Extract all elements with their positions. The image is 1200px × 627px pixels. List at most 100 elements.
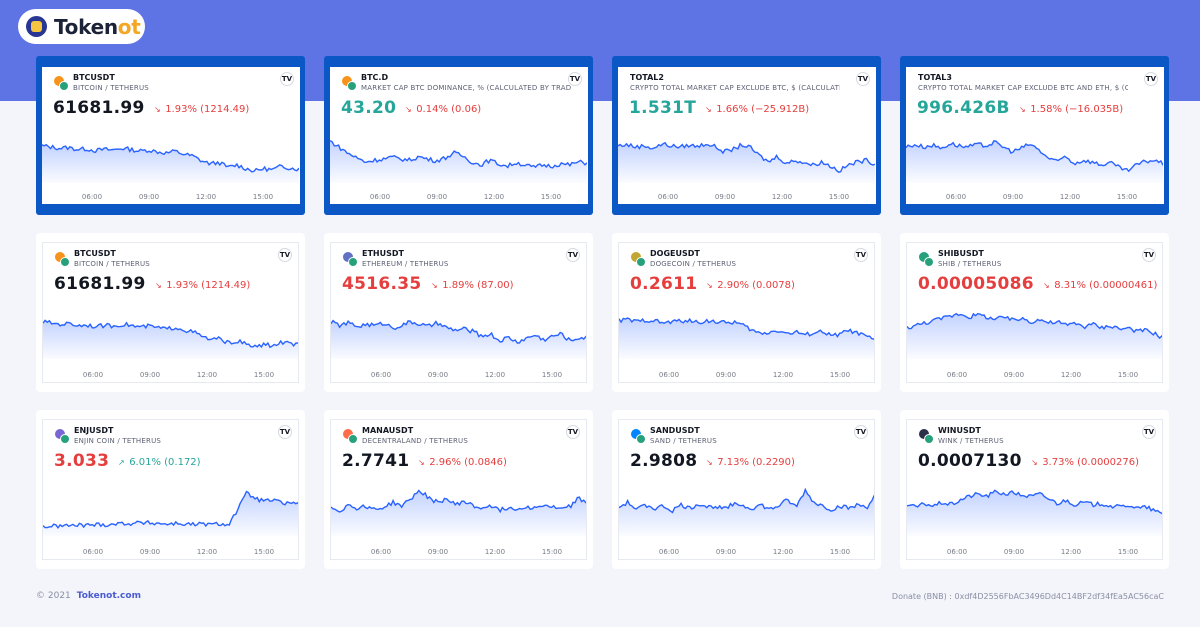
price-chart[interactable] (618, 123, 875, 195)
x-axis-tick: 15:00 (252, 193, 274, 201)
ticker-widget[interactable]: MANAUSDT DECENTRALAND / TETHERUS TV 2.7741 ↘… (330, 419, 587, 560)
tradingview-icon[interactable]: TV (278, 248, 292, 262)
tradingview-icon[interactable]: TV (278, 425, 292, 439)
x-axis-tick: 12:00 (484, 548, 506, 556)
tradingview-icon[interactable]: TV (1142, 425, 1156, 439)
x-axis-tick: 09:00 (427, 548, 449, 556)
chart-line (43, 490, 298, 530)
tradingview-icon[interactable]: TV (854, 248, 868, 262)
tradingview-icon[interactable]: TV (1144, 72, 1158, 86)
ticker-card[interactable]: MANAUSDT DECENTRALAND / TETHERUS TV 2.7741 ↘… (324, 410, 593, 569)
footer-brand-link[interactable]: Tokenot.com (76, 591, 141, 601)
ticker-widget[interactable]: BTCUSDT BITCOIN / TETHERUS TV 61681.99 ↘ 1.9… (42, 242, 299, 383)
tradingview-icon[interactable]: TV (856, 72, 870, 86)
x-axis-tick: 15:00 (1117, 371, 1139, 379)
x-axis-tick: 06:00 (658, 548, 680, 556)
price-chart[interactable] (42, 123, 299, 195)
price-chart[interactable] (331, 476, 587, 548)
ticker-widget[interactable]: BTC.D MARKET CAP BTC DOMINANCE, % (CALCUL… (330, 67, 588, 204)
tradingview-icon[interactable]: TV (280, 72, 294, 86)
change-value: 6.01% (0.172) (129, 457, 201, 468)
tradingview-icon[interactable]: TV (568, 72, 582, 86)
x-axis-tick: 06:00 (81, 193, 103, 201)
price-chart[interactable] (907, 299, 1163, 371)
ticker-card[interactable]: TOTAL3 CRYPTO TOTAL MARKET CAP EXCLUDE BT… (900, 56, 1169, 215)
tradingview-icon[interactable]: TV (854, 425, 868, 439)
ticker-price: 2.9808 (630, 451, 698, 471)
chart-line (331, 489, 586, 514)
change-value: 2.96% (0.0846) (429, 457, 507, 468)
ticker-widget[interactable]: TOTAL3 CRYPTO TOTAL MARKET CAP EXCLUDE BT… (906, 67, 1164, 204)
ticker-widget[interactable]: DOGEUSDT DOGECOIN / TETHERUS TV 0.2611 ↘ 2.9… (618, 242, 875, 383)
x-axis-tick: 15:00 (540, 193, 562, 201)
ticker-subtitle: WINK / TETHERUS (938, 437, 1004, 445)
ticker-card[interactable]: SHIBUSDT SHIB / TETHERUS TV 0.00005086 ↘ 8.3… (900, 233, 1169, 392)
ticker-card[interactable]: ENJUSDT ENJIN COIN / TETHERUS TV 3.033 ↗ 6.0… (36, 410, 305, 569)
ticker-widget[interactable]: WINUSDT WINK / TETHERUS TV 0.0007130 ↘ 3.73%… (906, 419, 1163, 560)
x-axis-tick: 12:00 (195, 193, 217, 201)
change-value: 1.58% (−16.035B) (1030, 104, 1124, 115)
ticker-change: ↘ 1.93% (1214.49) (155, 280, 250, 291)
ticker-subtitle: DOGECOIN / TETHERUS (650, 260, 737, 268)
price-chart[interactable] (619, 476, 875, 548)
donate-address: Donate (BNB) : 0xdf4D2556FbAC3496Dd4C14B… (891, 592, 1164, 601)
ticker-price: 4516.35 (342, 274, 422, 294)
chart-area (43, 491, 298, 536)
tradingview-icon[interactable]: TV (566, 425, 580, 439)
wink-tether-icon (919, 429, 934, 444)
ticker-symbol: MANAUSDT (362, 426, 414, 435)
ticker-subtitle: CRYPTO TOTAL MARKET CAP EXCLUDE BTC AND … (918, 84, 1128, 92)
x-axis-tick: 09:00 (139, 548, 161, 556)
ticker-widget[interactable]: BTCUSDT BITCOIN / TETHERUS TV 61681.99 ↘ 1.9… (42, 67, 300, 204)
change-value: 7.13% (0.2290) (717, 457, 795, 468)
price-chart[interactable] (43, 299, 299, 371)
logo[interactable]: Tokenot (18, 9, 145, 44)
ticker-change: ↘ 1.58% (−16.035B) (1019, 104, 1123, 115)
ticker-price: 3.033 (54, 451, 110, 471)
arrow-down-icon: ↘ (155, 281, 162, 290)
ticker-widget[interactable]: ENJUSDT ENJIN COIN / TETHERUS TV 3.033 ↗ 6.0… (42, 419, 299, 560)
ticker-card[interactable]: ETHUSDT ETHEREUM / TETHERUS TV 4516.35 ↘ 1.8… (324, 233, 593, 392)
logo-text: Tokenot (54, 14, 141, 39)
ticker-widget[interactable]: SHIBUSDT SHIB / TETHERUS TV 0.00005086 ↘ 8.3… (906, 242, 1163, 383)
x-axis-tick: 06:00 (946, 548, 968, 556)
x-axis-tick: 09:00 (715, 371, 737, 379)
ticker-subtitle: MARKET CAP BTC DOMINANCE, % (CALCULATED … (361, 84, 571, 92)
ticker-change: ↘ 1.66% (−25.912B) (705, 104, 809, 115)
price-chart[interactable] (619, 299, 875, 371)
ticker-card[interactable]: BTCUSDT BITCOIN / TETHERUS TV 61681.99 ↘ 1.9… (36, 233, 305, 392)
price-chart[interactable] (331, 299, 587, 371)
ticker-price: 0.0007130 (918, 451, 1022, 471)
ticker-widget[interactable]: ETHUSDT ETHEREUM / TETHERUS TV 4516.35 ↘ 1.8… (330, 242, 587, 383)
ticker-card[interactable]: DOGEUSDT DOGECOIN / TETHERUS TV 0.2611 ↘ 2.9… (612, 233, 881, 392)
chart-line (330, 139, 587, 169)
x-axis-tick: 09:00 (139, 371, 161, 379)
tradingview-icon[interactable]: TV (1142, 248, 1156, 262)
x-axis-tick: 06:00 (370, 371, 392, 379)
decentraland-tether-icon (343, 429, 358, 444)
price-chart[interactable] (43, 476, 299, 548)
ticker-card[interactable]: BTCUSDT BITCOIN / TETHERUS TV 61681.99 ↘ 1.9… (36, 56, 305, 215)
chart-area (907, 313, 1162, 359)
tradingview-icon[interactable]: TV (566, 248, 580, 262)
chart-line (619, 317, 874, 341)
ticker-price: 2.7741 (342, 451, 410, 471)
ticker-card[interactable]: BTC.D MARKET CAP BTC DOMINANCE, % (CALCUL… (324, 56, 593, 215)
ticker-card[interactable]: WINUSDT WINK / TETHERUS TV 0.0007130 ↘ 3.73%… (900, 410, 1169, 569)
change-value: 0.14% (0.06) (416, 104, 482, 115)
ticker-subtitle: SHIB / TETHERUS (938, 260, 1002, 268)
ticker-symbol: BTCUSDT (73, 73, 115, 82)
price-chart[interactable] (907, 476, 1163, 548)
ticker-symbol: SANDUSDT (650, 426, 700, 435)
chart-line (331, 319, 586, 344)
ticker-subtitle: DECENTRALAND / TETHERUS (362, 437, 468, 445)
price-chart[interactable] (330, 123, 587, 195)
ticker-widget[interactable]: SANDUSDT SAND / TETHERUS TV 2.9808 ↘ 7.13% (… (618, 419, 875, 560)
chart-area (42, 144, 299, 183)
bitcoin-tether-icon (54, 76, 69, 91)
x-axis-tick: 06:00 (946, 371, 968, 379)
price-chart[interactable] (906, 123, 1163, 195)
ticker-widget[interactable]: TOTAL2 CRYPTO TOTAL MARKET CAP EXCLUDE BT… (618, 67, 876, 204)
ticker-card[interactable]: SANDUSDT SAND / TETHERUS TV 2.9808 ↘ 7.13% (… (612, 410, 881, 569)
ticker-card[interactable]: TOTAL2 CRYPTO TOTAL MARKET CAP EXCLUDE BT… (612, 56, 881, 215)
